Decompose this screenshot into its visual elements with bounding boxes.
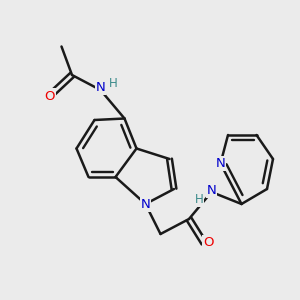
Text: N: N bbox=[216, 157, 225, 170]
Text: O: O bbox=[203, 236, 214, 250]
Text: N: N bbox=[96, 81, 105, 94]
Text: H: H bbox=[194, 193, 203, 206]
Text: H: H bbox=[109, 77, 118, 90]
Text: O: O bbox=[44, 89, 55, 103]
Text: N: N bbox=[141, 197, 150, 211]
Text: N: N bbox=[207, 184, 216, 197]
